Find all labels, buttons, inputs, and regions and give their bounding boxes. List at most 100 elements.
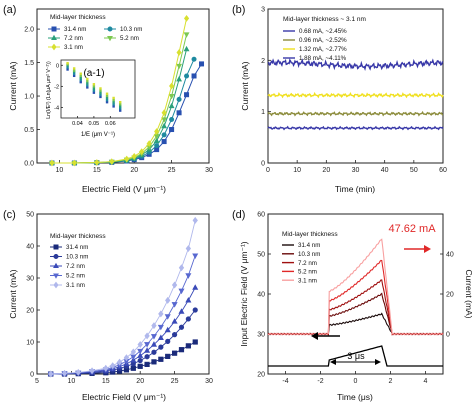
data-point (161, 139, 167, 145)
inset-a1-axes: 0.04 0.05 0.06 0 -2 -4 (54, 63, 116, 127)
inset-point (105, 94, 109, 98)
data-point (176, 76, 183, 82)
panel-d-arrow-right (404, 245, 431, 253)
data-point (130, 348, 136, 356)
data-point (144, 361, 150, 368)
panel-a-xlabel: Electric Field (V μm⁻¹) (82, 184, 166, 194)
data-point (169, 127, 175, 133)
panel-a-legend: Mid-layer thickness 31.4 nm 10.3 nm 7.2 nm… (48, 14, 142, 51)
series-line (50, 255, 196, 375)
inset-point (112, 100, 115, 104)
y-tick-label: 0 (261, 161, 265, 168)
data-point (144, 332, 150, 340)
x-tick-label: 10 (68, 378, 76, 385)
data-point (185, 316, 191, 322)
panel-b-legend: Mid-layer thickness ~ 3.1 nm 0.68 mA, ~2… (283, 16, 366, 62)
data-point (144, 347, 151, 353)
x-tick-label: 30 (205, 378, 213, 385)
y-tick-label: 3 (261, 7, 265, 14)
y-tick-label: 0 (30, 372, 34, 379)
data-point (192, 307, 198, 313)
y-tick-label: 10 (26, 340, 34, 347)
panel-d-plot (267, 238, 444, 367)
panel-c-plot (47, 216, 199, 378)
inset-point (66, 68, 69, 71)
legend-marker (51, 26, 57, 32)
series-line (267, 58, 444, 72)
panel-c-legend: Mid-layer thickness 31.4 nm 10.3 nm 7.2 nm… (50, 233, 106, 289)
y-tick-label: 0.0 (24, 161, 34, 168)
inset-point (119, 100, 122, 104)
data-point (161, 132, 167, 138)
panel-c-label: (c) (3, 209, 16, 221)
legend-entry: 10.3 nm (298, 251, 320, 258)
data-point (165, 296, 171, 304)
panel-c: (c) 5 10 15 20 25 30 0 10 20 30 40 50 Electric Fiel… (3, 209, 213, 402)
x-tick-label: -4 (282, 378, 288, 385)
y-tick-label: 50 (26, 212, 34, 219)
panel-a1-inset: (a-1) 0.04 0.05 0.06 0 -2 -4 1/E (μm V⁻¹) Ln(… (46, 59, 136, 138)
x-tick-label: 0 (354, 378, 358, 385)
data-point (185, 245, 192, 253)
data-point (191, 73, 197, 79)
x-tick-label: 20 (130, 167, 138, 174)
series-line (267, 292, 444, 336)
data-point (124, 155, 130, 163)
data-point (103, 364, 109, 372)
data-point (151, 359, 157, 365)
data-point (192, 284, 199, 290)
panel-a: (a) 10 15 20 25 30 0.0 0.5 1.0 1.5 2.0 Electric F… (3, 4, 213, 194)
legend-entry: 0.68 mA, ~2.45% (299, 28, 347, 35)
panel-d-xlabel: Time (μs) (337, 392, 373, 402)
inset-point (92, 85, 96, 88)
panel-a-frame (36, 8, 210, 164)
x-tick-label: 25 (168, 167, 176, 174)
legend-marker (53, 281, 59, 289)
inset-point (119, 103, 122, 106)
data-point (116, 358, 123, 366)
data-point (178, 264, 185, 272)
panel-d-ylabel: Input Electric Field (V μm⁻¹) (239, 241, 249, 346)
legend-entry: 3.1 nm (298, 277, 317, 284)
y-tick-label: 50 (257, 252, 265, 259)
data-point (172, 332, 178, 338)
inset-point (112, 96, 115, 100)
y-tick-label: 1 (261, 109, 265, 116)
x-tick-label: 5 (35, 378, 39, 385)
data-point (158, 310, 164, 318)
data-point (169, 82, 175, 90)
data-point (144, 354, 150, 360)
data-point (165, 353, 171, 360)
panel-d-axes: -4 -2 0 2 4 20 30 40 50 60 0 20 40 (257, 212, 454, 386)
panel-a-plot (49, 15, 205, 167)
x-tick-label: 20 (322, 167, 330, 174)
inset-point (99, 91, 102, 94)
legend-entry: 1.32 mA, ~2.77% (299, 46, 347, 53)
panel-d-arrow-left (311, 332, 340, 340)
panel-b-frame (267, 8, 444, 164)
legend-marker (51, 43, 57, 51)
panel-b-ylabel: Current (mA) (240, 61, 250, 110)
panel-d-width-arrow (330, 359, 381, 365)
inset-point (92, 89, 96, 92)
legend-entry: 31.4 nm (64, 26, 86, 33)
y-tick-label: 40 (257, 292, 265, 299)
inset-point (79, 74, 82, 78)
panel-c-xlabel: Electric Field (V μm⁻¹) (82, 392, 166, 402)
y-right-tick-label: 40 (446, 252, 454, 259)
inset-a1-ylabel: Ln(I/E²) (Ln(μA μm² V⁻²)) (46, 61, 52, 119)
series-line (267, 238, 444, 336)
data-point (146, 140, 152, 147)
data-point (185, 343, 191, 349)
data-point (139, 148, 145, 155)
y-tick-label: 1.0 (24, 94, 34, 101)
data-point (191, 56, 197, 62)
legend-entry: 7.2 nm (298, 260, 317, 267)
legend-entry: 5.2 nm (120, 35, 139, 42)
y-tick-label: 40 (26, 244, 34, 251)
inset-point (112, 98, 115, 102)
data-point (199, 61, 205, 67)
panel-b-axes: 0 10 20 30 40 50 60 0 1 2 3 (261, 7, 447, 175)
y-right-tick-label: 20 (446, 292, 454, 299)
legend-entry: 10.3 nm (66, 254, 88, 261)
